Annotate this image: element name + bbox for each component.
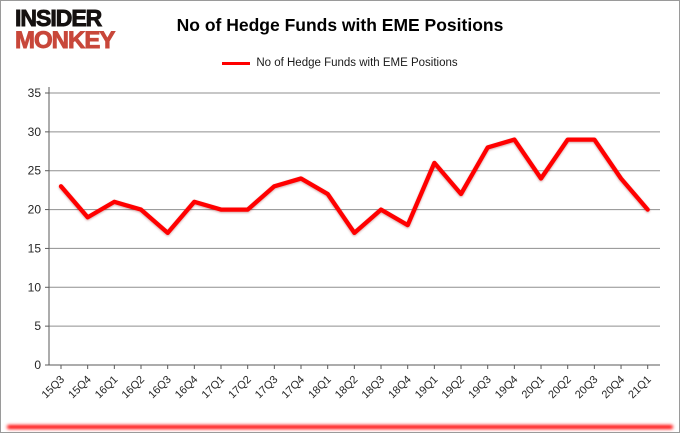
y-axis-label: 10 bbox=[28, 280, 42, 294]
x-axis-label: 15Q3 bbox=[40, 374, 68, 402]
x-axis-label: 16Q4 bbox=[173, 374, 201, 402]
x-axis-label: 15Q4 bbox=[66, 374, 94, 402]
y-axis-label: 35 bbox=[28, 86, 42, 100]
x-axis-label: 17Q2 bbox=[226, 374, 254, 402]
insider-monkey-logo: INSIDER MONKEY bbox=[15, 5, 116, 54]
x-axis-label: 18Q2 bbox=[333, 374, 361, 402]
x-axis-label: 16Q3 bbox=[146, 374, 174, 402]
x-axis-label: 19Q4 bbox=[493, 374, 521, 402]
x-axis-label: 20Q1 bbox=[520, 374, 548, 402]
logo-text-insider: INSIDER bbox=[15, 5, 103, 31]
x-axis-label: 17Q4 bbox=[280, 374, 308, 402]
x-axis-label: 16Q2 bbox=[120, 374, 148, 402]
y-axis-label: 20 bbox=[28, 203, 42, 217]
y-axis-label: 5 bbox=[34, 319, 41, 333]
x-axis-label: 17Q3 bbox=[253, 374, 281, 402]
bottom-red-glow bbox=[7, 425, 673, 429]
page-title: No of Hedge Funds with EME Positions bbox=[176, 15, 504, 35]
series-line bbox=[58, 137, 650, 236]
legend-line-swatch bbox=[222, 61, 251, 65]
x-axis-label: 16Q1 bbox=[93, 374, 121, 402]
legend: No of Hedge Funds with EME Positions bbox=[1, 57, 679, 69]
y-axis-label: 0 bbox=[34, 358, 41, 372]
x-axis-label: 18Q4 bbox=[386, 374, 414, 402]
logo-text-monkey: MONKEY bbox=[15, 26, 116, 54]
x-axis-label: 19Q2 bbox=[440, 374, 468, 402]
y-axis-label: 25 bbox=[28, 164, 42, 178]
x-axis-label: 21Q1 bbox=[626, 374, 654, 402]
x-axis-label: 18Q3 bbox=[360, 374, 388, 402]
x-axis-label: 18Q1 bbox=[306, 374, 334, 402]
x-axis-label: 20Q4 bbox=[600, 374, 628, 402]
y-axis-label: 30 bbox=[28, 125, 42, 139]
x-axis-label: 20Q3 bbox=[573, 374, 601, 402]
x-axis-label: 19Q1 bbox=[413, 374, 441, 402]
x-axis-label: 17Q1 bbox=[200, 374, 228, 402]
x-axis-label: 19Q3 bbox=[466, 374, 494, 402]
y-axis-label: 15 bbox=[28, 241, 42, 255]
x-axis-label: 20Q2 bbox=[546, 374, 574, 402]
legend-label: No of Hedge Funds with EME Positions bbox=[256, 57, 458, 69]
